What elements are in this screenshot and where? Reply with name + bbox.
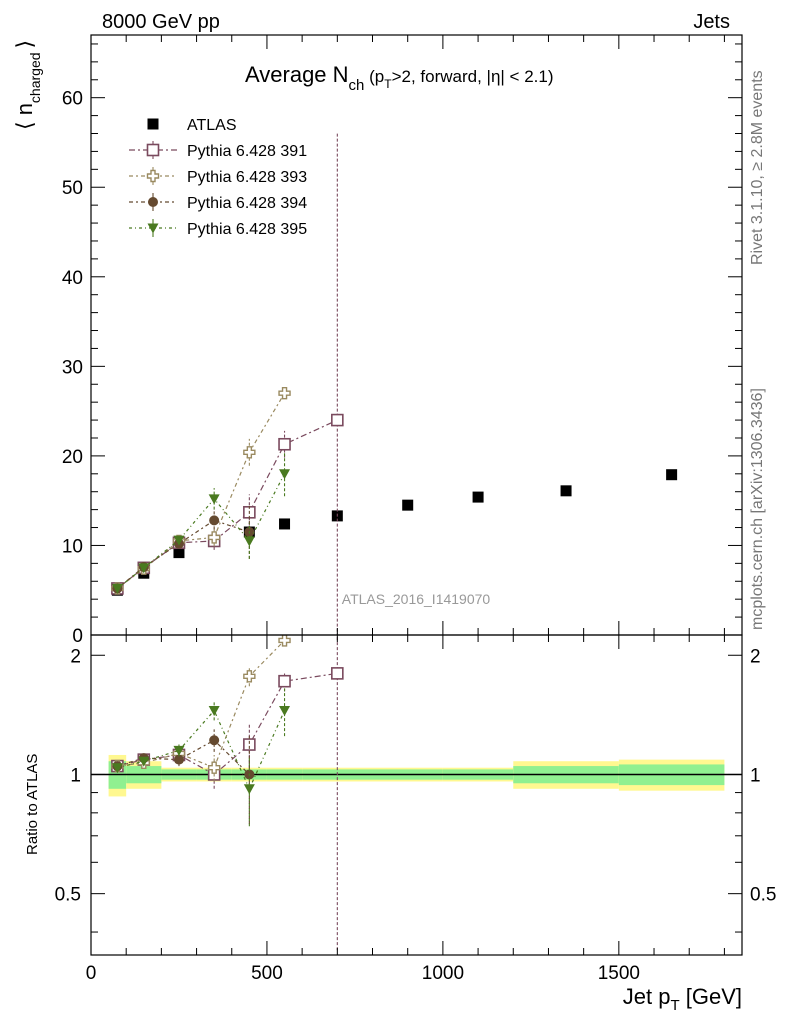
y-tick-label: 60 (62, 89, 83, 110)
x-tick-label: 1500 (598, 963, 640, 984)
legend-marker (147, 118, 159, 130)
ratio-plot-frame (90, 634, 743, 956)
ratio-point (278, 674, 291, 688)
data-point (279, 469, 291, 480)
ratio-point (208, 706, 220, 717)
ratio-y-tick-label-right: 0.5 (750, 885, 776, 906)
ratio-line-1 (117, 640, 285, 769)
main-title-sub: ch (349, 77, 365, 94)
y-tick-label: 50 (62, 178, 83, 199)
data-point (173, 535, 185, 546)
ratio-bands (108, 754, 725, 797)
main-ylabel-end: ⟩ (12, 40, 37, 49)
main-title: Average Nch (pT>2, forward, |η| < 2.1) (245, 62, 554, 94)
main-title-rest-sub: T (384, 77, 392, 91)
ratio-line-3 (117, 709, 286, 791)
xlabel: Jet pT [GeV] (623, 984, 742, 1014)
ratio-point (138, 756, 150, 767)
ratio-ylabel: Ratio to ATLAS (24, 754, 41, 855)
ratio-point (173, 745, 185, 756)
header-right: Jets (693, 11, 730, 33)
x-tick-label: 0 (86, 963, 97, 984)
legend-marker (148, 197, 158, 207)
x-tick-label: 500 (251, 963, 283, 984)
legend-label: Pythia 6.428 391 (187, 143, 307, 160)
watermark: ATLAS_2016_I1419070 (342, 591, 491, 607)
ratio-y-tick-label-right: 1 (750, 765, 761, 786)
data-point (208, 494, 220, 505)
ratio-point (111, 763, 123, 774)
data-point (209, 515, 220, 526)
ratio-series-3 (111, 688, 291, 827)
main-title-main: Average N (245, 62, 349, 87)
legend-label: Pythia 6.428 393 (187, 169, 307, 186)
y-tick-label: 40 (62, 268, 83, 289)
legend: ATLAS Pythia 6.428 391 Pythia 6.428 393 Pyt… (129, 117, 307, 238)
legend-label: Pythia 6.428 395 (187, 221, 307, 238)
data-point (279, 518, 291, 530)
data-point (243, 446, 256, 459)
main-ylabel: ⟨ ncharged ⟩ (12, 40, 43, 130)
data-point (173, 547, 185, 559)
side-text-rivet: Rivet 3.1.10, ≥ 2.8M events (749, 70, 766, 265)
ratio-y-tick-label: 0.5 (55, 885, 81, 906)
y-tick-label: 0 (72, 626, 83, 647)
main-title-rest-2: >2, forward, |η| < 2.1) (392, 67, 554, 86)
ratio-point (278, 635, 291, 647)
data-point (560, 485, 572, 497)
series-line-2 (117, 392, 286, 589)
legend-marker (146, 169, 160, 183)
side-text-mcplots: mcplots.cern.ch [arXiv:1306.3436] (749, 388, 766, 630)
ratio-y-tick-label: 1 (70, 765, 81, 786)
data-point (207, 531, 221, 544)
legend-marker (147, 223, 159, 234)
ratio-y-tick-label: 2 (70, 646, 81, 667)
y-tick-label: 10 (62, 536, 83, 557)
ratio-point (173, 754, 184, 765)
ratio-point (279, 706, 291, 717)
ratio-series-0 (111, 635, 344, 951)
legend-label: Pythia 6.428 394 (187, 195, 307, 212)
data-point (278, 387, 291, 400)
xlabel-end: [GeV] (680, 984, 742, 1009)
y-tick-label: 30 (62, 357, 83, 378)
axes-layer: 0 10 20 30 40 50 60 0 500 1000 1500 0.5 0.5 1 1 2 2 (55, 35, 776, 984)
legend-label: ATLAS (187, 117, 237, 134)
main-title-rest-1: (p (364, 67, 384, 86)
data-point (331, 413, 344, 427)
ratio-point (243, 738, 256, 751)
y-tick-label: 20 (62, 447, 83, 468)
ratio-data-layer (111, 635, 344, 951)
ratio-point (331, 667, 344, 680)
data-point (243, 536, 255, 547)
main-data-layer (111, 133, 678, 635)
header-left: 8000 GeV pp (102, 11, 220, 33)
main-ylabel-sub: charged (27, 52, 43, 103)
data-point (472, 491, 484, 503)
ratio-point (209, 735, 220, 746)
data-point (278, 437, 291, 451)
ratio-point (243, 784, 255, 795)
main-ylabel-main: ⟨ n (12, 103, 37, 130)
ratio-point (207, 761, 221, 774)
xlabel-sub: T (670, 997, 679, 1014)
x-tick-label: 1000 (422, 963, 464, 984)
data-point (402, 499, 414, 511)
data-point (666, 469, 678, 481)
ratio-y-tick-label-right: 2 (750, 646, 761, 667)
data-point (111, 583, 123, 594)
ratio-point (243, 670, 256, 683)
ratio-line-0 (117, 672, 338, 776)
series-4 (111, 451, 291, 594)
xlabel-main: Jet p (623, 984, 671, 1009)
legend-marker (146, 143, 160, 157)
data-point (138, 563, 150, 574)
series-1 (111, 133, 344, 635)
